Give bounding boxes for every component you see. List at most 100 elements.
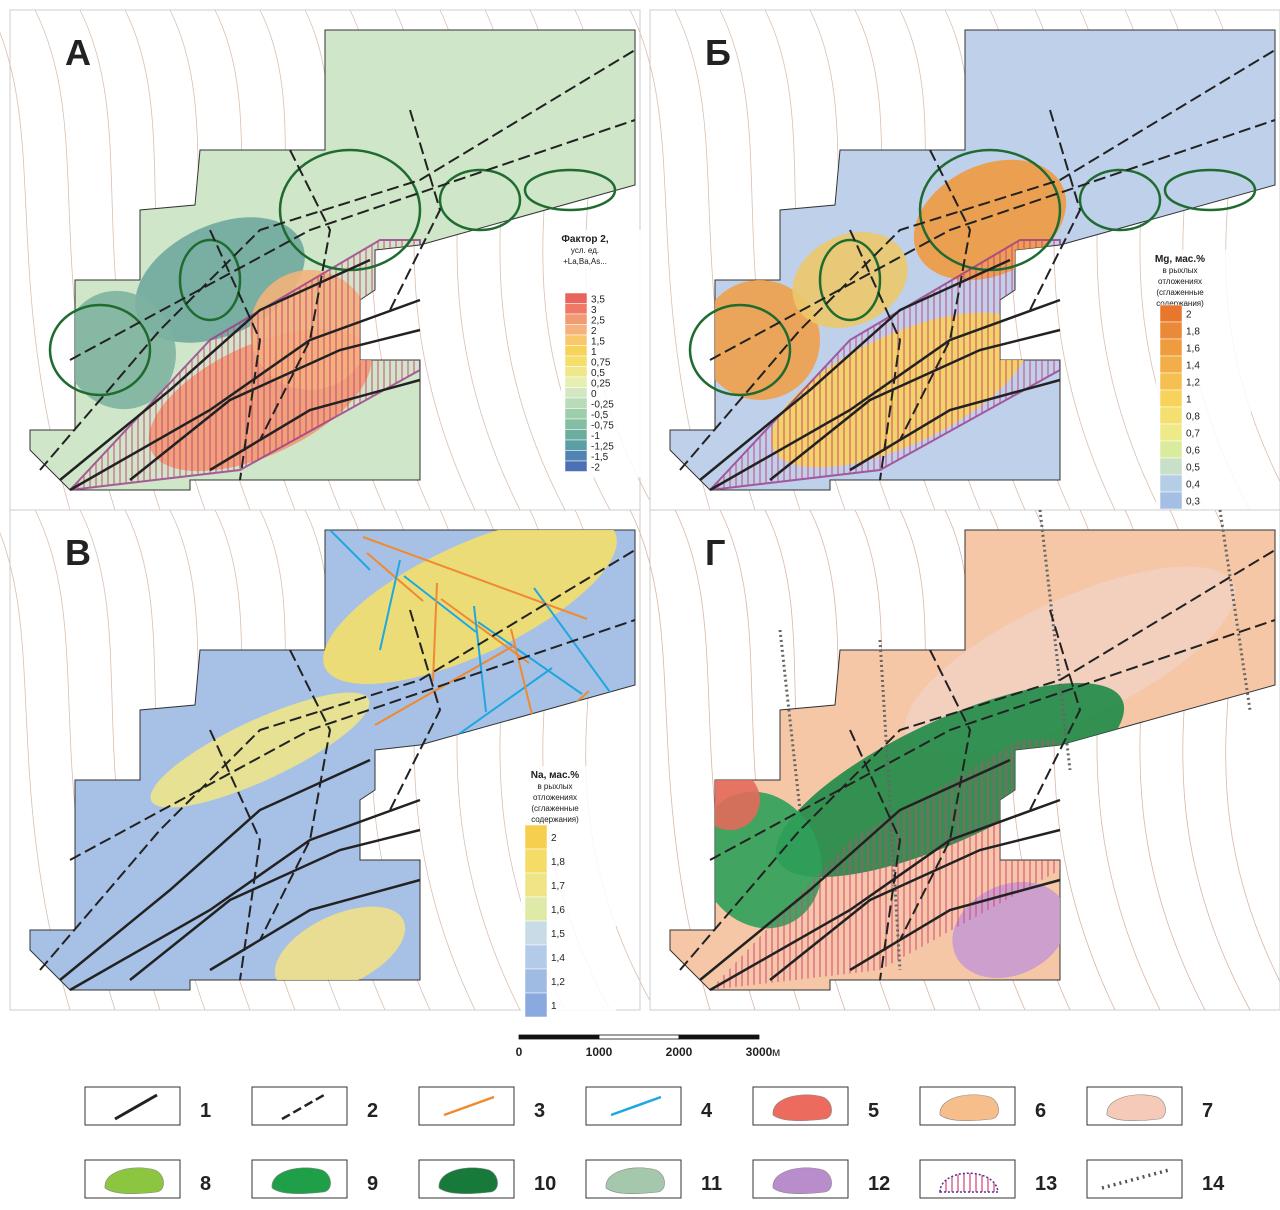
- zone: [323, 530, 617, 685]
- sample-fault: [114, 1093, 158, 1121]
- legend-label: -0,75: [591, 420, 614, 431]
- color-swatch: [564, 429, 588, 441]
- color-swatch: [564, 292, 588, 304]
- legend-label: 1,6: [1186, 344, 1200, 355]
- color-swatch: [1159, 338, 1183, 357]
- legend-number: 2: [367, 1100, 378, 1122]
- fault: [59, 258, 371, 481]
- intrusion-outline: [48, 303, 152, 397]
- profile: [1038, 509, 1072, 771]
- legend-item: 12: [752, 1159, 890, 1199]
- color-swatch: [1159, 406, 1183, 425]
- color-swatch: [564, 450, 588, 462]
- legend-item: 5: [752, 1086, 879, 1126]
- legend-frame: [84, 1086, 181, 1126]
- legend-number: 12: [868, 1173, 890, 1195]
- zone: [775, 683, 1125, 877]
- hatched-zone: [67, 239, 421, 490]
- legend-frame: [1086, 1159, 1183, 1199]
- color-swatch: [524, 968, 548, 994]
- color-swatch: [564, 345, 588, 357]
- intrusion-outline: [178, 238, 242, 322]
- dyke: [366, 552, 424, 602]
- legend-title: отложениях: [1158, 277, 1202, 286]
- fault: [69, 798, 421, 992]
- legend-label: 0,6: [1186, 446, 1200, 457]
- legend-number: 6: [1035, 1100, 1046, 1122]
- fault-inferred: [69, 619, 636, 861]
- fault-inferred: [259, 149, 332, 441]
- fault: [129, 828, 421, 981]
- color-swatch: [564, 387, 588, 399]
- legend-label: 3,5: [591, 294, 605, 305]
- legend-label: 1,2: [551, 977, 565, 988]
- color-swatch: [564, 366, 588, 378]
- color-swatch: [564, 376, 588, 388]
- fault-inferred: [899, 649, 972, 941]
- sample-dyke: [610, 1095, 662, 1117]
- fault: [769, 328, 1061, 481]
- legend-label: 1,2: [1186, 378, 1200, 389]
- color-swatch: [1159, 355, 1183, 374]
- legend-title: в рыхлых: [1162, 266, 1197, 275]
- sample-area: [104, 1167, 164, 1195]
- color-swatch: [524, 896, 548, 922]
- legend-label: 1,7: [551, 881, 565, 892]
- scale-unit: м: [772, 1045, 780, 1059]
- legend-label: 0,3: [1186, 497, 1200, 508]
- legend-label: 1,8: [551, 857, 565, 868]
- legend-number: 5: [868, 1100, 879, 1122]
- dyke: [362, 536, 588, 620]
- legend-number: 11: [701, 1173, 722, 1195]
- legend-item: 10: [418, 1159, 556, 1199]
- legend-label: 3: [591, 305, 597, 316]
- legend-number: 1: [200, 1100, 211, 1122]
- map-panel: Б Mg, мас.%в рыхлых отложениях (сглаженные с…: [629, 9, 1280, 515]
- legend-label: 0,8: [1186, 412, 1200, 423]
- intrusion-outline: [1078, 168, 1162, 232]
- intrusion-outline: [438, 168, 522, 232]
- legend-label: -2: [591, 462, 600, 473]
- scale-segment: [518, 1034, 600, 1040]
- map-panel: Г: [629, 509, 1280, 1011]
- fault: [709, 798, 1061, 992]
- legend-item: 9: [251, 1159, 378, 1199]
- legend-label: 2,5: [591, 315, 605, 326]
- color-swatch: [1159, 372, 1183, 391]
- profile: [778, 629, 802, 811]
- dyke: [329, 530, 371, 571]
- zone: [150, 692, 370, 808]
- zone: [700, 280, 820, 400]
- profile: [1218, 509, 1252, 711]
- dyke: [432, 582, 438, 682]
- scale-bar: 0 1000 2000 3000 м: [516, 1034, 780, 1059]
- color-swatch: [564, 439, 588, 451]
- legend-title: +La,Ba,As...: [563, 257, 607, 266]
- legend-number: 10: [534, 1173, 556, 1195]
- panel-letter: Б: [705, 32, 731, 73]
- legend-title: содержания): [531, 815, 579, 824]
- legend-label: 1,5: [551, 929, 565, 940]
- fault-inferred: [849, 229, 902, 481]
- color-swatch: [1159, 304, 1183, 323]
- legend-label: -1,5: [591, 452, 609, 463]
- color-swatch: [564, 355, 588, 367]
- fault-inferred: [389, 609, 442, 811]
- fault: [699, 258, 1011, 481]
- legend-item: 13: [919, 1159, 1057, 1199]
- color-swatch: [1159, 440, 1183, 459]
- sample-fault-inferred: [281, 1093, 325, 1121]
- contour: [629, 9, 711, 511]
- fault: [709, 298, 1061, 492]
- color-swatch: [564, 418, 588, 430]
- legend-item: 2: [251, 1086, 378, 1126]
- legend-label: 0,5: [591, 368, 605, 379]
- legend-title: содержания): [1156, 299, 1204, 308]
- legend-label: 0: [591, 389, 597, 400]
- legend-label: 1,4: [1186, 361, 1200, 372]
- intrusion-outline: [818, 238, 882, 322]
- sample-area: [438, 1167, 498, 1195]
- color-swatch: [564, 397, 588, 409]
